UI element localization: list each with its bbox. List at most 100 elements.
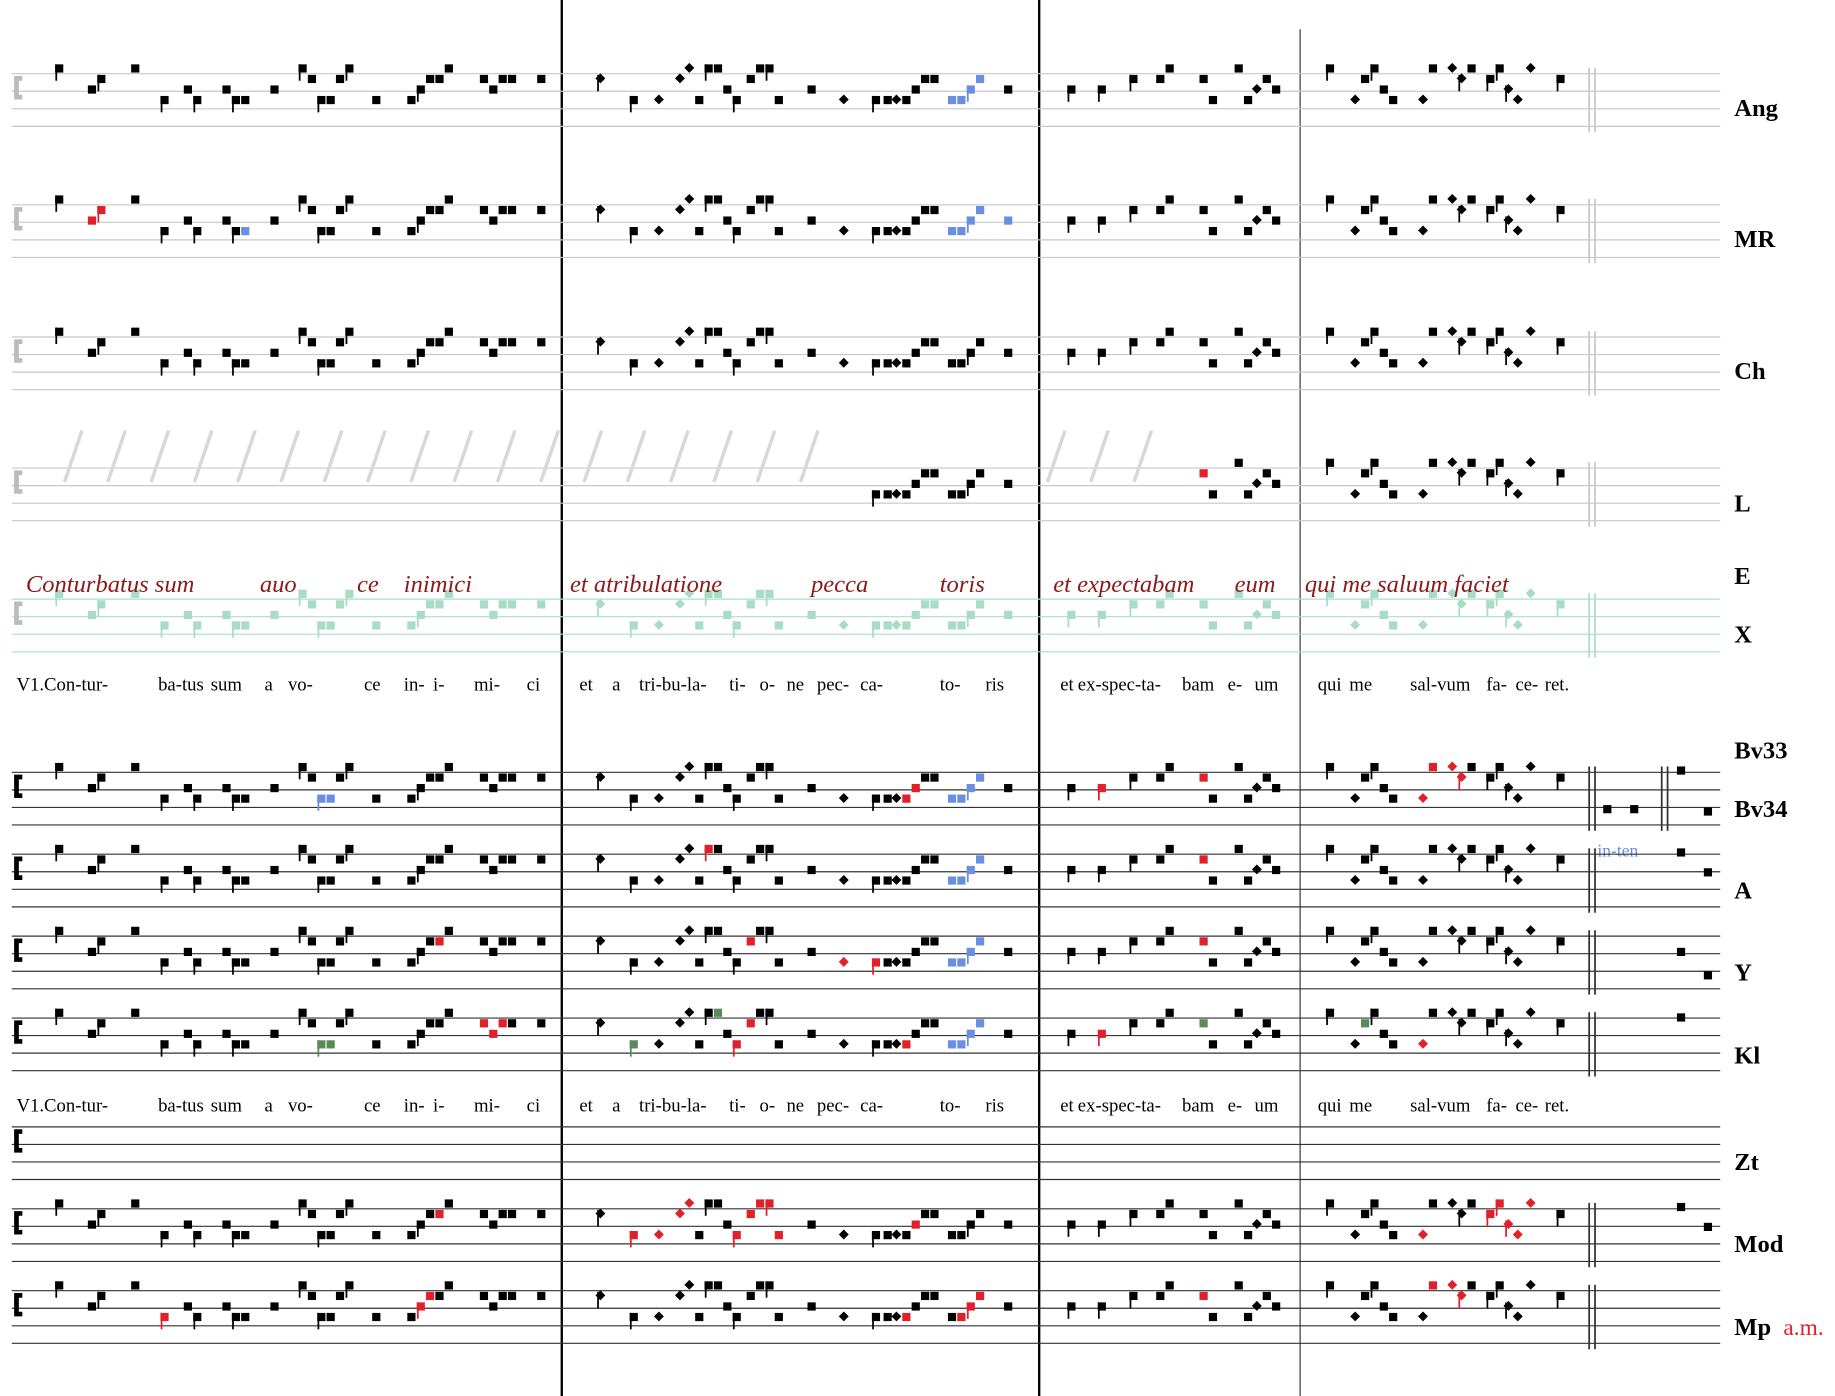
neume [1129, 338, 1138, 347]
neume [1556, 338, 1565, 347]
neume [1350, 793, 1361, 804]
neume [1234, 327, 1243, 336]
neume [838, 793, 849, 804]
neume [1486, 855, 1495, 864]
neume [1097, 348, 1106, 357]
neume [1456, 336, 1467, 347]
neume [426, 205, 435, 215]
lyric: ti- [729, 674, 746, 695]
neume [87, 1029, 97, 1038]
neume [1418, 488, 1428, 499]
neume [507, 205, 517, 215]
neume [871, 1040, 881, 1049]
neume [1467, 195, 1476, 204]
neume [1251, 1300, 1262, 1311]
neume [1129, 855, 1138, 864]
neume [1379, 784, 1388, 793]
lyric: to- [940, 1096, 961, 1117]
neume [1097, 610, 1106, 620]
neume [883, 95, 892, 105]
neume [1525, 193, 1536, 204]
neume [1272, 865, 1281, 875]
neume [1389, 876, 1398, 885]
neume [97, 1019, 106, 1028]
neume [507, 773, 517, 782]
lyric: ne [786, 674, 804, 695]
neume [183, 1029, 193, 1038]
neume [1156, 937, 1165, 946]
neume [1208, 958, 1218, 967]
neume [957, 490, 966, 499]
neume [435, 338, 444, 347]
neume [891, 619, 902, 630]
neume [921, 469, 930, 478]
neume [756, 926, 765, 935]
neume [1129, 937, 1138, 946]
neume [1676, 1013, 1686, 1022]
neume [372, 227, 381, 236]
neume [55, 1281, 64, 1290]
manuscript-text: pecca [809, 571, 868, 598]
neume [911, 784, 920, 793]
neume [1703, 807, 1713, 816]
neume [1129, 1019, 1138, 1028]
lyric: a [265, 1096, 274, 1117]
neume [97, 600, 106, 609]
neume [930, 1291, 939, 1301]
neume [911, 216, 920, 225]
neume [1630, 805, 1639, 814]
neume [1208, 621, 1218, 630]
neume [1428, 458, 1438, 467]
neume [629, 95, 638, 105]
neume [1165, 762, 1174, 772]
neume [183, 610, 193, 620]
neume [947, 876, 957, 885]
staff-label: Ch [1734, 358, 1766, 385]
neume [723, 1302, 732, 1311]
neume [966, 348, 975, 357]
neume [1262, 600, 1271, 609]
neume [1495, 589, 1504, 598]
neume [674, 204, 685, 215]
neume [1243, 876, 1253, 885]
neume [1525, 761, 1536, 772]
neume [183, 216, 193, 225]
neume [298, 1281, 307, 1290]
neume [1350, 357, 1361, 368]
neume [1262, 937, 1271, 946]
neume [947, 621, 957, 630]
neume [1243, 621, 1253, 630]
neume [1428, 1281, 1438, 1290]
neume [947, 1312, 957, 1322]
staff-label: Kl [1734, 1043, 1760, 1070]
neume [921, 338, 930, 347]
neume [183, 1220, 193, 1229]
neume [911, 1029, 920, 1038]
neume [307, 1019, 317, 1028]
neume [507, 937, 517, 946]
lacuna-slash [235, 430, 257, 483]
neume [653, 357, 664, 368]
neume [416, 348, 425, 357]
neume [1272, 348, 1281, 357]
neume [416, 865, 425, 875]
neume [537, 855, 546, 864]
neume [298, 327, 307, 336]
neume [1067, 85, 1076, 94]
neume [1234, 1199, 1243, 1208]
neume [947, 490, 957, 499]
neume [1467, 844, 1476, 854]
neume [231, 227, 240, 236]
neume [507, 855, 517, 864]
neume [713, 1281, 723, 1290]
neume [871, 1231, 881, 1240]
neume [1262, 1209, 1271, 1219]
neume [871, 227, 881, 236]
neume [498, 855, 507, 864]
neume [911, 947, 920, 957]
neume [1512, 956, 1523, 967]
lyric: ce [364, 674, 381, 695]
neume [732, 359, 741, 368]
neume [1208, 227, 1218, 236]
neume [713, 926, 723, 935]
